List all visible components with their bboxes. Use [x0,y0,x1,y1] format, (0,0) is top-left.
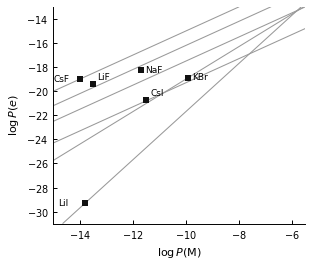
Text: CsF: CsF [53,75,69,84]
Text: LiF: LiF [97,73,110,83]
Text: NaF: NaF [145,66,162,75]
X-axis label: $\log P(\mathrm{M})$: $\log P(\mathrm{M})$ [157,246,202,260]
Text: LiI: LiI [59,199,69,208]
Text: CsI: CsI [150,89,163,98]
Text: KBr: KBr [193,73,208,83]
Y-axis label: $\log P(e)$: $\log P(e)$ [7,94,21,136]
